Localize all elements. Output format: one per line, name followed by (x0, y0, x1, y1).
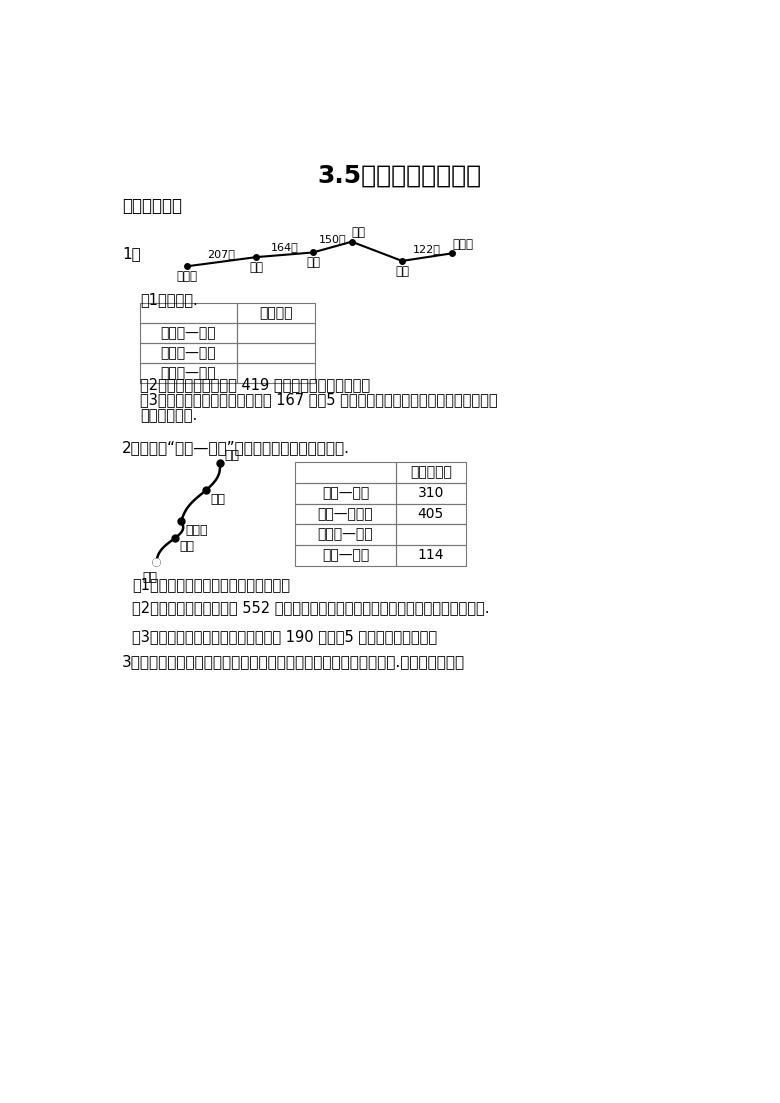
Text: 秦皇岛: 秦皇岛 (186, 524, 208, 536)
Text: 长春: 长春 (225, 449, 239, 462)
Text: 3.5《里程表（二）》: 3.5《里程表（二）》 (317, 163, 482, 188)
Text: 114: 114 (417, 548, 444, 563)
Bar (140, 303, 237, 323)
Text: 小刚家—超市: 小刚家—超市 (161, 326, 216, 341)
Text: 沈阳: 沈阳 (211, 493, 225, 505)
Bar (295, 483, 396, 503)
Bar (295, 462, 396, 483)
Text: 书亇: 书亇 (352, 226, 366, 239)
Text: 122米: 122米 (413, 244, 441, 254)
Text: 3、下面是爸爸记录的星期一至星期五每天回家时的汽车里程表读数.（单位：千米）: 3、下面是爸爸记录的星期一至星期五每天回家时的汽车里程表读数.（单位：千米） (122, 654, 466, 670)
Bar (295, 503, 396, 524)
Bar (140, 323, 237, 343)
Text: （3）小刚骑车从家出发，每分行 167 米，5 分能到小平家吗？如果不能，请在图中标: （3）小刚骑车从家出发，每分行 167 米，5 分能到小平家吗？如果不能，请在图… (140, 393, 498, 408)
Text: 小平家: 小平家 (452, 238, 473, 251)
Text: 小刚家—剧院: 小刚家—剧院 (161, 346, 216, 361)
Text: （1）填一填.: （1）填一填. (140, 292, 198, 307)
Bar (396, 503, 466, 524)
Text: （1）长春到秦皇岛的里程是多少千米？: （1）长春到秦皇岛的里程是多少千米？ (133, 577, 290, 592)
Bar (237, 343, 314, 363)
Text: 商场: 商场 (395, 265, 409, 278)
Text: 150米: 150米 (318, 234, 346, 244)
Text: 唐山—天津: 唐山—天津 (322, 548, 369, 563)
Text: 出小刚的位置.: 出小刚的位置. (140, 408, 197, 424)
Text: 秦皇岛—唐山: 秦皇岛—唐山 (317, 527, 374, 542)
Text: （2）沈阳到唐山的里程是 552 千米，秦皇岛到唐山有多远？在图中画一画，并算一算.: （2）沈阳到唐山的里程是 552 千米，秦皇岛到唐山有多远？在图中画一画，并算一… (133, 600, 490, 615)
Text: 里程／千米: 里程／千米 (410, 465, 452, 480)
Bar (140, 363, 237, 384)
Text: 207米: 207米 (207, 248, 236, 258)
Text: 超市: 超市 (250, 261, 264, 274)
Text: 310: 310 (417, 486, 444, 500)
Text: 天津: 天津 (143, 571, 158, 585)
Bar (396, 545, 466, 566)
Text: （2）书亇到小平家一共 419 米，书亇到商场有多远？: （2）书亇到小平家一共 419 米，书亇到商场有多远？ (140, 377, 370, 393)
Text: 一、解决问题: 一、解决问题 (122, 197, 183, 215)
Bar (237, 303, 314, 323)
Bar (295, 545, 396, 566)
Bar (140, 343, 237, 363)
Bar (396, 524, 466, 545)
Text: 长春—沈阳: 长春—沈阳 (322, 486, 369, 500)
Text: 剧院: 剧院 (306, 256, 320, 269)
Text: 沈阳—秦皇岛: 沈阳—秦皇岛 (317, 507, 374, 521)
Text: （3）一列火车从长春出发，每时行馶 190 千米，5 时后能到达天津吗？: （3）一列火车从长春出发，每时行馶 190 千米，5 时后能到达天津吗？ (133, 629, 438, 644)
Bar (237, 363, 314, 384)
Text: 小刚家: 小刚家 (176, 270, 197, 283)
Text: 164米: 164米 (271, 242, 299, 251)
Text: 路程／米: 路程／米 (259, 307, 292, 320)
Bar (295, 524, 396, 545)
Text: 2、下面是“长春—天津”沿线主要车站的火车里程表.: 2、下面是“长春—天津”沿线主要车站的火车里程表. (122, 440, 350, 456)
Text: 1、: 1、 (122, 246, 141, 261)
Text: 唐山: 唐山 (179, 540, 195, 554)
Text: 405: 405 (417, 507, 444, 521)
Bar (237, 323, 314, 343)
Text: 小刚家—书亇: 小刚家—书亇 (161, 366, 216, 381)
Bar (396, 462, 466, 483)
Bar (396, 483, 466, 503)
